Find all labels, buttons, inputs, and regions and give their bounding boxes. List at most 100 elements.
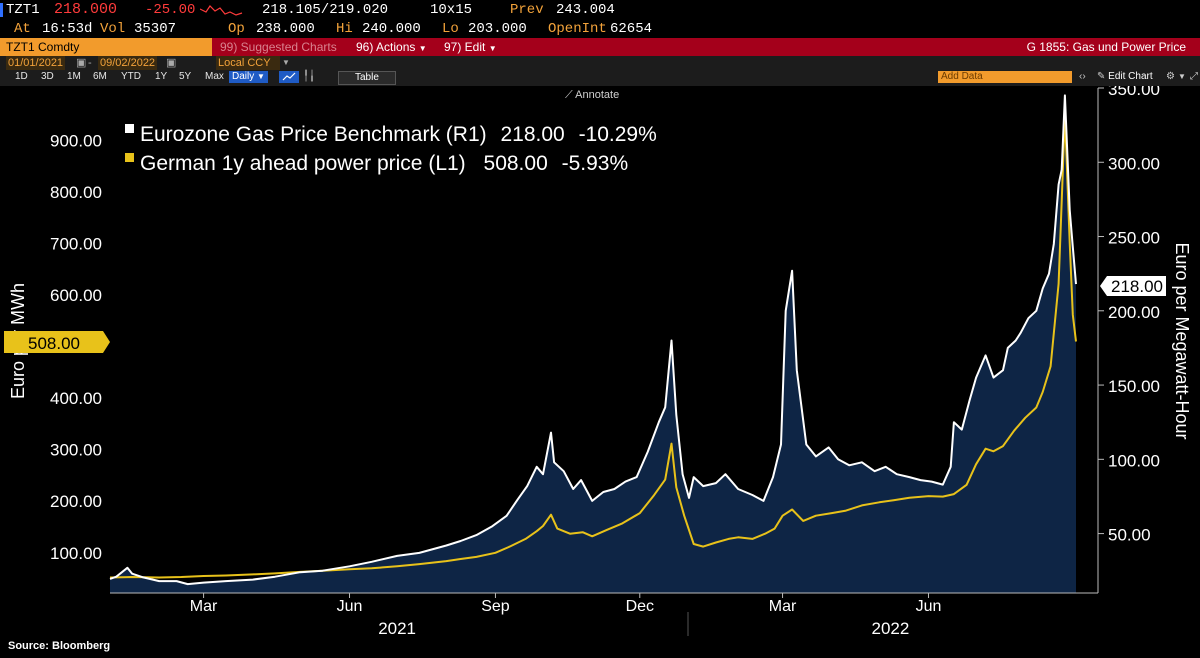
left-tick-label: 700.00 xyxy=(50,235,102,254)
legend: Eurozone Gas Price Benchmark (R1) 218.00… xyxy=(112,112,726,184)
last-value-tag-power: 508.00 xyxy=(4,331,110,353)
x-tick-label: Jun xyxy=(916,598,942,615)
last-value-gas: 218.00 xyxy=(1111,277,1163,296)
lo-value: 203.000 xyxy=(468,21,527,37)
expand-icon[interactable]: ⤢ xyxy=(1190,71,1198,82)
actions-label: 96) Actions xyxy=(356,40,416,54)
gas-series-line xyxy=(109,94,1077,586)
chevron-down-icon[interactable]: ▼ xyxy=(282,58,290,67)
legend-change-gas: -10.29% xyxy=(579,123,657,146)
last-value-power: 508.00 xyxy=(28,334,80,353)
legend-value-gas: 218.00 xyxy=(500,123,564,146)
hi-label: Hi xyxy=(336,21,353,37)
range-button-max[interactable]: Max xyxy=(205,71,224,82)
end-date-input[interactable]: 09/02/2022 xyxy=(98,56,158,70)
resize-arrows-icon[interactable]: ‹› xyxy=(1079,71,1086,82)
legend-swatch-power xyxy=(125,153,134,162)
op-value: 238.000 xyxy=(256,21,315,37)
legend-entry-gas: Eurozone Gas Price Benchmark (R1) 218.00… xyxy=(140,123,657,146)
start-date-input[interactable]: 01/01/2021 xyxy=(6,56,66,70)
sparkline-icon xyxy=(200,5,243,16)
ticker-marker xyxy=(0,3,3,17)
right-tick-label: 250.00 xyxy=(1108,229,1160,248)
range-button-1d[interactable]: 1D xyxy=(15,71,28,82)
session-stats: At 16:53d Vol 35307 Op 238.000 Hi 240.00… xyxy=(0,20,1200,38)
power-series-line xyxy=(109,112,1077,579)
at-label: At xyxy=(14,21,31,37)
annotate-label: Annotate xyxy=(575,89,619,101)
edit-button[interactable]: 97) Edit ▼ xyxy=(444,38,497,58)
left-tick-label: 100.00 xyxy=(50,544,102,563)
left-tick-label: 400.00 xyxy=(50,389,102,408)
vol-value: 35307 xyxy=(134,21,177,37)
range-bar: 1D 3D 1M 6M YTD 1Y 5Y Max Daily ▼ ╿╽ Table Add … xyxy=(0,70,1200,86)
right-tick-label: 50.00 xyxy=(1108,526,1151,545)
annotate-button[interactable]: ⟋ Annotate xyxy=(565,89,619,101)
security-input[interactable]: TZT1 Comdty xyxy=(0,38,212,56)
last-price: 218.000 xyxy=(54,1,118,18)
right-tick-label: 150.00 xyxy=(1108,377,1160,396)
frequency-select[interactable]: Daily ▼ xyxy=(229,71,268,83)
legend-background xyxy=(112,112,726,184)
left-tick-label: 900.00 xyxy=(50,132,102,151)
price-chart: 100.00200.00300.00400.00500.00600.00700.… xyxy=(4,86,1192,638)
op-label: Op xyxy=(228,21,245,37)
legend-name-gas: Eurozone Gas Price Benchmark (R1) xyxy=(140,123,487,146)
left-tick-label: 800.00 xyxy=(50,183,102,202)
calendar-icon[interactable]: ▣ xyxy=(166,57,177,69)
right-tick-label: 300.00 xyxy=(1108,154,1160,173)
table-button[interactable]: Table xyxy=(338,71,396,85)
vol-label: Vol xyxy=(100,21,126,37)
right-tick-label: 350.00 xyxy=(1108,86,1160,99)
gear-icon[interactable]: ⚙ xyxy=(1166,71,1175,82)
right-tick-label: 200.00 xyxy=(1108,303,1160,322)
range-button-ytd[interactable]: YTD xyxy=(121,71,141,82)
line-chart-icon[interactable] xyxy=(279,71,299,83)
edit-label: 97) Edit xyxy=(444,40,486,54)
date-bar: 01/01/2021 ▣ - 09/02/2022 ▣ Local CCY ▼ xyxy=(0,56,1200,70)
left-tick-label: 600.00 xyxy=(50,286,102,305)
currency-select[interactable]: Local CCY xyxy=(216,56,280,70)
lo-label: Lo xyxy=(442,21,459,37)
bid-ask-size: 10x15 xyxy=(430,2,473,18)
price-change: -25.00 xyxy=(145,2,196,18)
actions-button[interactable]: 96) Actions ▼ xyxy=(356,38,427,58)
time-value: 16:53d xyxy=(42,21,93,37)
pencil-icon: ✎ xyxy=(1097,71,1106,82)
legend-change-power: -5.93% xyxy=(562,152,629,175)
chevron-down-icon: ▼ xyxy=(257,72,265,81)
left-tick-label: 300.00 xyxy=(50,441,102,460)
suggested-charts-button[interactable]: 99) Suggested Charts xyxy=(220,40,337,54)
legend-name-power: German 1y ahead power price (L1) xyxy=(140,152,466,175)
x-tick-label: Jun xyxy=(337,598,363,615)
last-value-tag-gas: 218.00 xyxy=(1100,276,1166,296)
range-button-5y[interactable]: 5Y xyxy=(179,71,192,82)
gas-area-fill xyxy=(110,95,1076,594)
x-tick-label: Sep xyxy=(481,598,510,615)
hi-value: 240.000 xyxy=(362,21,421,37)
x-tick-label: Mar xyxy=(769,598,797,615)
add-data-input[interactable]: Add Data xyxy=(938,71,1072,83)
legend-value-power: 508.00 xyxy=(484,152,548,175)
range-button-6m[interactable]: 6M xyxy=(93,71,107,82)
legend-swatch-gas xyxy=(125,124,134,133)
prev-label: Prev xyxy=(510,2,544,18)
candlestick-icon[interactable]: ╿╽ xyxy=(303,71,316,82)
range-button-1m[interactable]: 1M xyxy=(67,71,81,82)
source-note: Source: Bloomberg xyxy=(8,640,111,652)
calendar-icon[interactable]: ▣ xyxy=(76,57,87,69)
command-bar: TZT1 Comdty 99) Suggested Charts 96) Act… xyxy=(0,38,1200,56)
edit-chart-button[interactable]: ✎ Edit Chart xyxy=(1094,71,1156,83)
range-button-1y[interactable]: 1Y xyxy=(155,71,168,82)
date-separator: - xyxy=(88,57,92,69)
chevron-down-icon: ▼ xyxy=(418,44,427,53)
year-label: 2022 xyxy=(871,619,909,638)
bid-ask: 218.105/219.020 xyxy=(262,2,389,18)
right-tick-label: 100.00 xyxy=(1108,451,1160,470)
chevron-down-icon[interactable]: ▼ xyxy=(1178,72,1186,81)
frequency-label: Daily xyxy=(232,71,255,82)
quote-line: TZT1 218.000 -25.00 218.105/219.020 10x1… xyxy=(0,0,1200,20)
ticker[interactable]: TZT1 xyxy=(6,2,40,18)
x-tick-label: Dec xyxy=(626,598,654,615)
range-button-3d[interactable]: 3D xyxy=(41,71,54,82)
